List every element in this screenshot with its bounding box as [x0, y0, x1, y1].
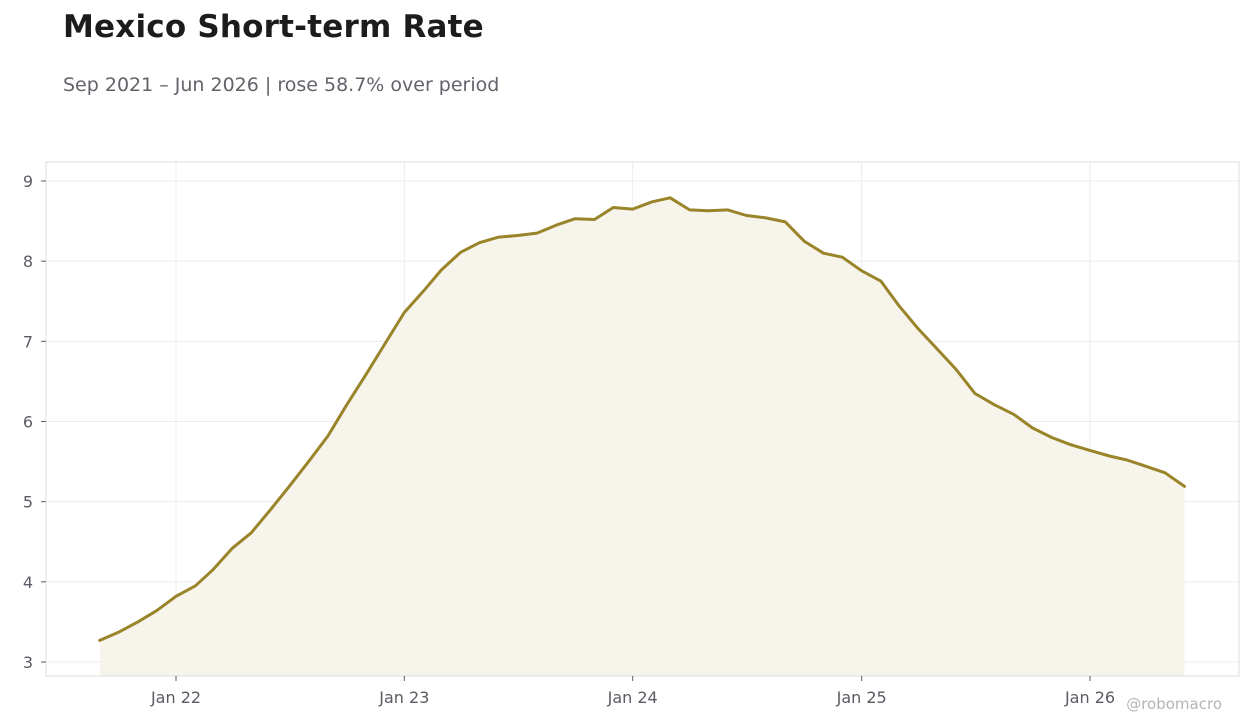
y-tick-label: 3 — [23, 653, 33, 672]
y-tick-label: 9 — [23, 172, 33, 191]
x-tick-label: Jan 22 — [150, 688, 201, 707]
chart-title: Mexico Short-term Rate — [63, 9, 484, 45]
y-tick-label: 8 — [23, 252, 33, 271]
chart-subtitle: Sep 2021 – Jun 2026 | rose 58.7% over pe… — [63, 74, 500, 96]
y-tick-label: 5 — [23, 493, 33, 512]
y-tick-label: 6 — [23, 413, 33, 432]
y-tick-label: 4 — [23, 573, 33, 592]
plot-frame — [45, 161, 1240, 677]
x-tick-label: Jan 23 — [378, 688, 429, 707]
series-line — [98, 196, 1186, 642]
y-tick-label: 7 — [23, 332, 33, 351]
x-tick-label: Jan 25 — [836, 688, 887, 707]
x-tick-label: Jan 24 — [607, 688, 658, 707]
x-axis-ticks: Jan 22 Jan 23 Jan 24 Jan 25 Jan 26 — [150, 676, 1115, 707]
x-tick-label: Jan 26 — [1064, 688, 1115, 707]
y-axis-ticks: 3 4 5 6 7 8 9 — [23, 172, 46, 672]
watermark-credit: @robomacro — [1126, 695, 1222, 713]
area-fill — [99, 197, 1185, 677]
